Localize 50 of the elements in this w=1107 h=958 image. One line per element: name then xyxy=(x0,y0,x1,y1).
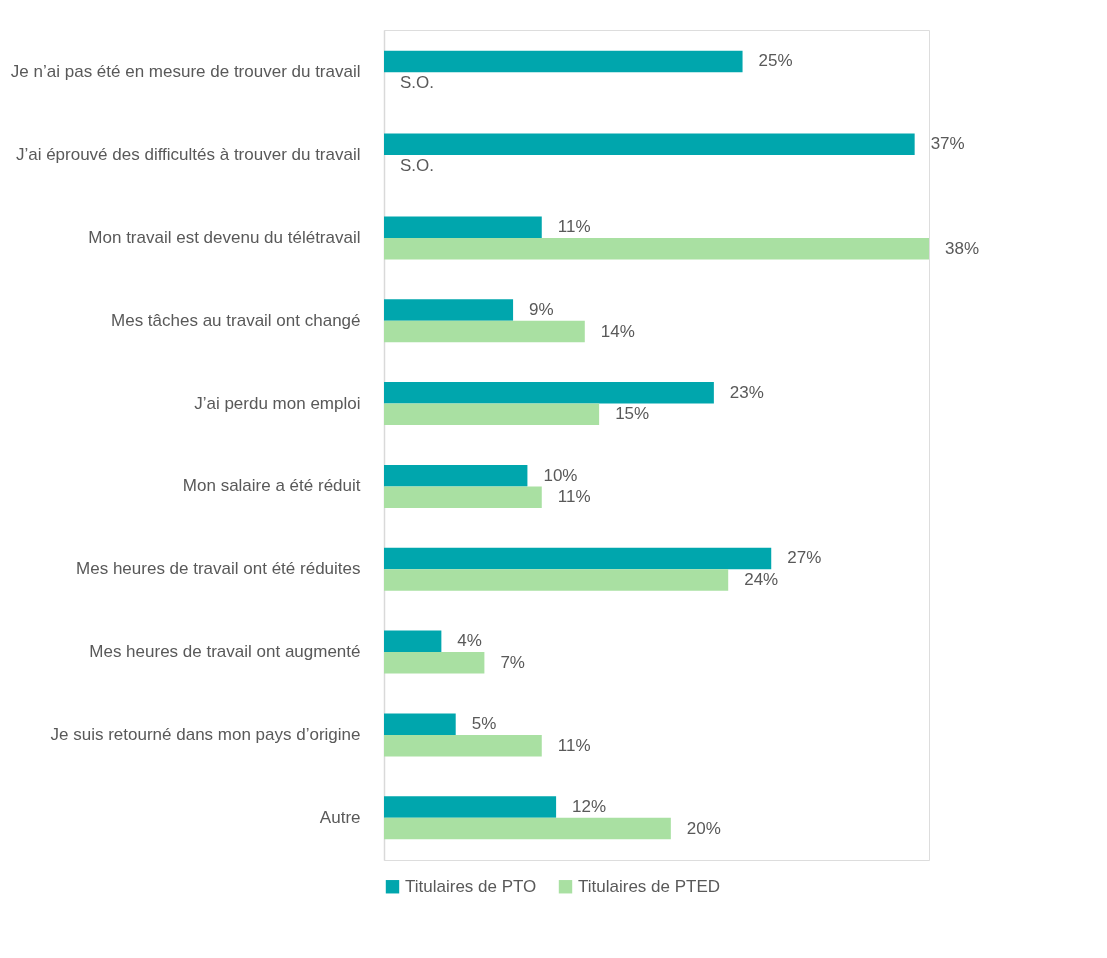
data-label: 9% xyxy=(529,299,554,319)
bar xyxy=(384,486,542,508)
bar xyxy=(384,817,671,840)
data-label: 38% xyxy=(945,238,980,258)
bar xyxy=(384,713,456,735)
bar xyxy=(384,652,485,674)
y-tick-label: Mon travail est devenu du télétravail xyxy=(88,227,361,247)
y-tick-label: Je n’ai pas été en mesure de trouver du travail xyxy=(10,62,361,82)
bar xyxy=(384,630,442,653)
data-label: 10% xyxy=(543,465,578,485)
data-label: 7% xyxy=(500,652,525,672)
data-label: 27% xyxy=(787,548,822,568)
text: S.O. xyxy=(400,73,435,93)
data-label: 11% xyxy=(557,217,591,237)
y-tick-label: Mes tâches au travail ont changé xyxy=(111,310,361,330)
bar xyxy=(384,133,915,156)
bar xyxy=(384,382,714,404)
bar xyxy=(384,403,600,426)
y-tick-label: Mes heures de travail ont augmenté xyxy=(89,642,361,662)
y-tick-label: J’ai perdu mon emploi xyxy=(194,393,361,413)
data-label: 5% xyxy=(471,714,497,734)
y-tick-label: Autre xyxy=(319,807,361,827)
data-label: 4% xyxy=(457,631,482,651)
bar xyxy=(384,216,542,238)
y-tick-label: Mon salaire a été réduit xyxy=(182,476,361,496)
data-label: 37% xyxy=(930,134,965,154)
data-label: 14% xyxy=(600,321,635,341)
bar xyxy=(384,464,528,487)
data-label: 11% xyxy=(557,487,591,507)
y-tick-label: J’ai éprouvé des difficultés à trouver du travail xyxy=(15,145,361,165)
bar xyxy=(384,796,557,818)
data-label: 11% xyxy=(557,735,591,755)
y-tick-label: Je suis retourné dans mon pays d’origine xyxy=(50,724,361,744)
y-tick-label: Mes heures de travail ont été réduites xyxy=(76,559,361,579)
data-label: 25% xyxy=(758,51,793,71)
bar xyxy=(384,299,514,321)
data-label: 12% xyxy=(572,796,607,816)
text: S.O. xyxy=(400,155,435,175)
data-label: 20% xyxy=(686,818,721,838)
data-label: 15% xyxy=(615,404,650,424)
legend-label: Titulaires de PTO xyxy=(405,876,537,896)
legend-label: Titulaires de PTED xyxy=(578,876,721,896)
bar xyxy=(384,569,729,591)
data-label: 23% xyxy=(729,382,764,402)
bar xyxy=(384,734,542,757)
bar xyxy=(384,320,585,343)
bar xyxy=(384,50,743,73)
bar xyxy=(384,237,929,260)
bar xyxy=(384,547,772,570)
data-label: 24% xyxy=(744,570,779,590)
